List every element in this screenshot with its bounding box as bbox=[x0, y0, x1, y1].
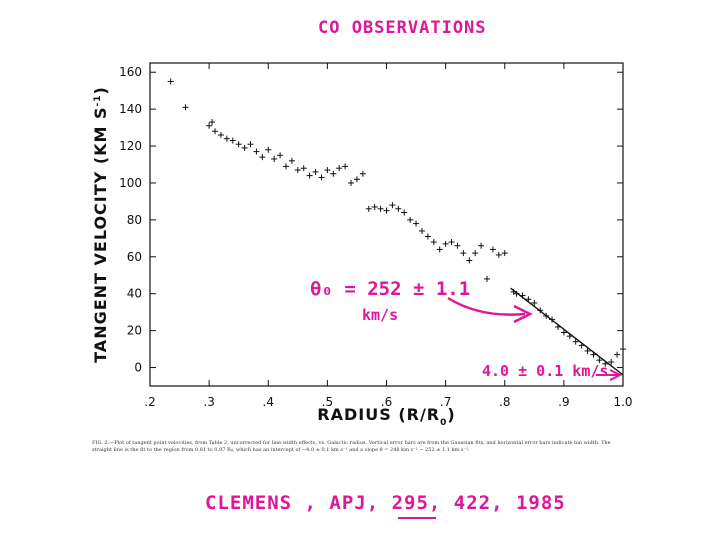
citation-underline bbox=[398, 517, 436, 519]
title-annotation: CO OBSERVATIONS bbox=[318, 18, 487, 38]
x-tick-label: .5 bbox=[322, 395, 333, 409]
y-tick-label: 0 bbox=[134, 361, 142, 375]
citation-annotation: CLEMENS , APJ, 295, 422, 1985 bbox=[205, 492, 566, 514]
x-tick-label: 1.0 bbox=[613, 395, 632, 409]
theta-arrowhead bbox=[513, 304, 533, 324]
intercept-annotation: 4.0 ± 0.1 km/s bbox=[482, 362, 609, 380]
x-tick-label: .9 bbox=[558, 395, 569, 409]
y-tick-label: 80 bbox=[127, 213, 142, 227]
theta-units-annotation: km/s bbox=[362, 306, 399, 324]
y-tick-label: 20 bbox=[127, 324, 142, 338]
axis-labels: RADIUS (R/R0) TANGENT VELOCITY (KM S-1) bbox=[91, 86, 455, 428]
y-tick-label: 140 bbox=[119, 102, 142, 116]
x-tick-label: .6 bbox=[381, 395, 392, 409]
y-tick-label: 60 bbox=[127, 250, 142, 264]
data-points bbox=[167, 78, 626, 367]
chart-ticks: .2 .3 .4 .5 .6 .7 .8 .9 1.0 0 20 40 60 80 100 120 140 160 bbox=[119, 63, 633, 409]
y-tick-label: 40 bbox=[127, 287, 142, 301]
x-axis-label: RADIUS (R/R0) bbox=[317, 405, 455, 428]
fit-line bbox=[510, 287, 624, 376]
plot-frame bbox=[149, 62, 624, 387]
x-tick-label: .4 bbox=[263, 395, 274, 409]
annotation-arrows bbox=[447, 296, 623, 381]
chart-axes bbox=[149, 62, 624, 387]
x-tick-label: .7 bbox=[440, 395, 451, 409]
figure-caption: FIG. 2.—Plot of tangent point velocities… bbox=[92, 440, 611, 453]
theta-arrow bbox=[447, 296, 526, 316]
theta-annotation: θ₀ = 252 ± 1.1 bbox=[310, 278, 471, 300]
x-tick-label: .2 bbox=[144, 395, 155, 409]
x-tick-label: .8 bbox=[499, 395, 510, 409]
y-tick-label: 160 bbox=[119, 65, 142, 79]
y-axis-label: TANGENT VELOCITY (KM S-1) bbox=[91, 86, 110, 363]
intercept-arrowhead bbox=[609, 369, 623, 381]
y-tick-label: 100 bbox=[119, 176, 142, 190]
x-tick-label: .3 bbox=[203, 395, 214, 409]
fit-line-group bbox=[510, 287, 624, 376]
y-tick-label: 120 bbox=[119, 139, 142, 153]
